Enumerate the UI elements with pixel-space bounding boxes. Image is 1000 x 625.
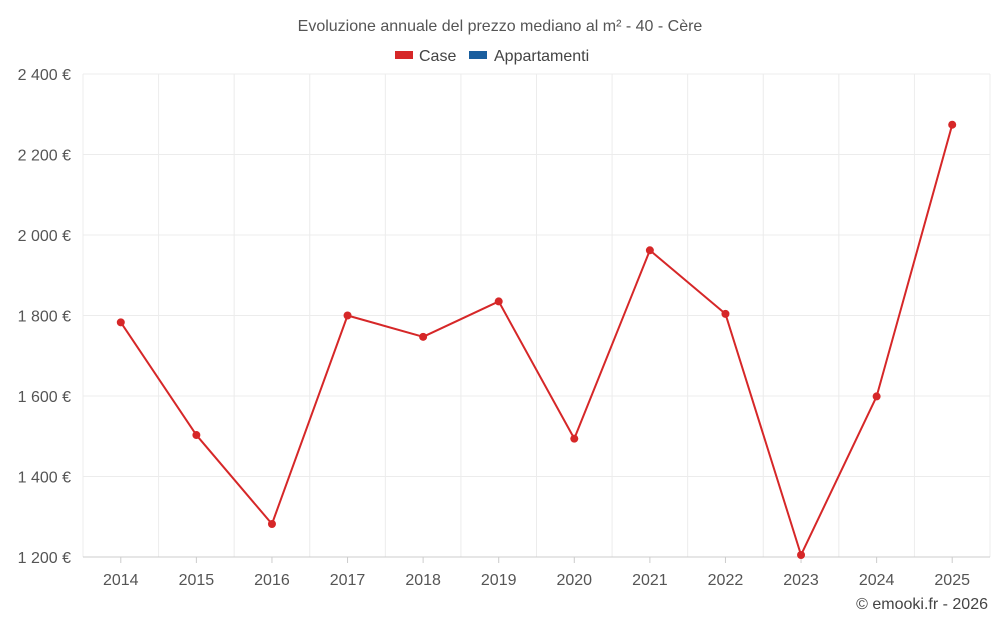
data-point[interactable] (267, 519, 276, 528)
x-tick-label: 2018 (405, 572, 441, 589)
x-tick-label: 2016 (254, 572, 290, 589)
y-tick-label: 1 200 € (18, 550, 71, 567)
data-point[interactable] (419, 332, 428, 341)
series-line-0 (119, 124, 954, 556)
y-tick-label: 1 800 € (18, 309, 71, 326)
data-point[interactable] (797, 550, 806, 559)
x-tick-label: 2022 (708, 572, 744, 589)
data-point[interactable] (343, 311, 352, 320)
data-point[interactable] (948, 120, 957, 129)
y-tick-label: 1 400 € (18, 470, 71, 487)
legend-item-appartamenti[interactable]: Appartamenti (469, 48, 589, 65)
x-tick-label: 2021 (632, 572, 668, 589)
x-tick-label: 2019 (481, 572, 517, 589)
data-point[interactable] (192, 431, 201, 440)
series-lines (119, 124, 954, 556)
x-gridlines (82, 74, 991, 557)
x-tick-label: 2025 (934, 572, 970, 589)
legend-item-case[interactable]: Case (395, 48, 456, 65)
credit-text: © emooki.fr - 2026 (856, 596, 988, 613)
y-tick-label: 2 000 € (18, 228, 71, 245)
data-point[interactable] (570, 434, 579, 443)
data-point[interactable] (494, 297, 503, 306)
data-point[interactable] (645, 246, 654, 255)
chart-title: Evoluzione annuale del prezzo mediano al… (298, 18, 703, 35)
legend-swatch-case (395, 51, 413, 59)
legend-label-case: Case (419, 48, 456, 65)
data-point[interactable] (872, 392, 881, 401)
y-tick-label: 2 400 € (18, 67, 71, 84)
y-axis-tick-labels: 1 200 € 1 400 € 1 600 € 1 800 € 2 000 € 2 200… (18, 67, 71, 567)
x-tick-label: 2024 (859, 572, 895, 589)
x-tick-label: 2015 (179, 572, 215, 589)
x-tick-label: 2020 (556, 572, 592, 589)
x-axis-tick-labels: 2014 2015 2016 2017 2018 2019 2020 2021 2022 2023… (103, 557, 970, 589)
legend-swatch-appartamenti (469, 51, 487, 59)
legend: Case Appartamenti (395, 48, 589, 65)
legend-label-appartamenti: Appartamenti (494, 48, 589, 65)
data-point[interactable] (721, 309, 730, 318)
x-tick-label: 2023 (783, 572, 819, 589)
y-tick-label: 1 600 € (18, 389, 71, 406)
series-points (116, 120, 957, 559)
x-tick-label: 2014 (103, 572, 139, 589)
y-tick-label: 2 200 € (18, 148, 71, 165)
x-tick-label: 2017 (330, 572, 366, 589)
data-point[interactable] (116, 318, 125, 327)
